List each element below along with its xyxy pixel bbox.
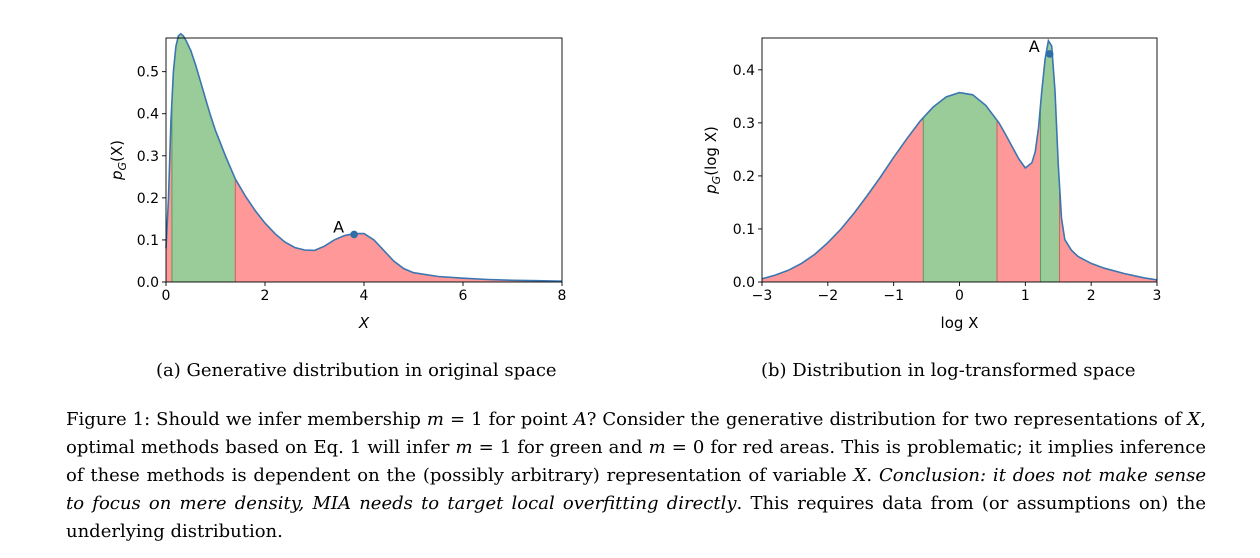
region-green-1 xyxy=(171,33,236,282)
x-tick-label: 6 xyxy=(459,288,468,304)
y-tick-label: 0.3 xyxy=(137,149,159,165)
chart-log-space: −3 −2 −1 0 1 2 3 0.0 0.1 0.2 0.3 0.4 log X pG(log X) A xyxy=(630,0,1260,340)
x-tick-label: 1 xyxy=(1021,288,1030,304)
y-tick-label: 0.5 xyxy=(137,65,159,81)
x-tick-label: 0 xyxy=(955,288,964,304)
x-tick-label: 8 xyxy=(558,288,567,304)
x-tick-label: 2 xyxy=(261,288,270,304)
density-curve xyxy=(761,38,1158,281)
y-tick-label: 0.0 xyxy=(733,275,755,291)
y-axis-label: pG(log X) xyxy=(702,126,723,195)
region-red-4 xyxy=(1059,186,1157,282)
y-tick-label: 0.2 xyxy=(137,191,159,207)
region-green-1 xyxy=(923,92,998,282)
point-a-label: A xyxy=(1029,37,1040,56)
x-tick-label: −2 xyxy=(818,288,839,304)
y-tick-label: 0.3 xyxy=(733,116,755,132)
point-a-marker xyxy=(1045,50,1054,58)
region-red-0 xyxy=(762,117,924,283)
point-a-label: A xyxy=(333,217,344,236)
y-tick-label: 0.0 xyxy=(137,275,159,291)
subcaption-a: (a) Generative distribution in original … xyxy=(156,360,557,381)
x-tick-label: −1 xyxy=(883,288,904,304)
x-tick-label: 2 xyxy=(1087,288,1096,304)
subcaption-b: (b) Distribution in log-transformed spac… xyxy=(761,360,1136,381)
figure-caption: Figure 1: Should we infer membership m =… xyxy=(66,409,1206,542)
x-tick-label: 3 xyxy=(1153,288,1162,304)
y-tick-label: 0.1 xyxy=(733,222,755,238)
x-axis-label: log X xyxy=(941,314,979,332)
x-tick-label: 4 xyxy=(360,288,369,304)
y-tick-label: 0.2 xyxy=(733,169,755,185)
y-tick-label: 0.4 xyxy=(733,63,755,79)
y-tick-label: 0.4 xyxy=(137,107,159,123)
region-red-2 xyxy=(997,105,1041,282)
x-axis-label: X xyxy=(358,314,370,332)
x-tick-label: 0 xyxy=(162,288,171,304)
point-a-marker xyxy=(350,230,358,239)
density-curve xyxy=(165,32,563,282)
region-red-2 xyxy=(235,178,563,282)
y-tick-label: 0.1 xyxy=(137,233,159,249)
x-tick-label: −3 xyxy=(752,288,773,304)
chart-b-svg: −3 −2 −1 0 1 2 3 0.0 0.1 0.2 0.3 0.4 log X pG(log X) A xyxy=(702,37,1162,332)
y-axis-label: pG(X) xyxy=(108,140,129,181)
chart-a-svg: 0 2 4 6 8 0.0 0.1 0.2 0.3 0.4 0.5 XpG(X) A xyxy=(108,32,567,332)
